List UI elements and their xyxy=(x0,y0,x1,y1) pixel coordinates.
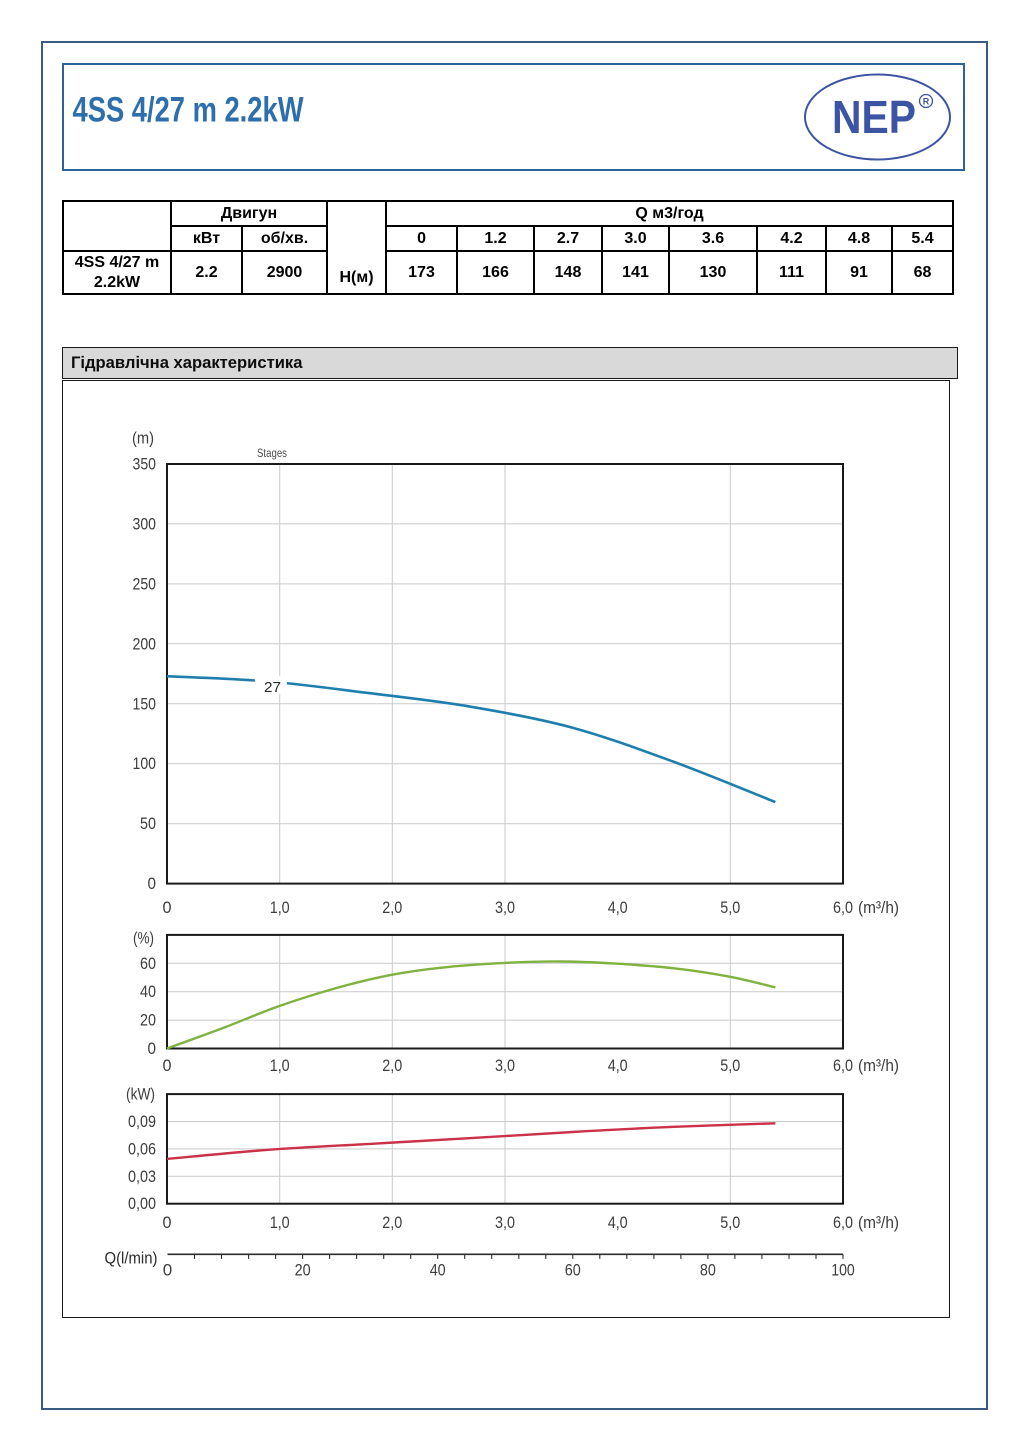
svg-text:R: R xyxy=(923,97,930,107)
svg-text:0: 0 xyxy=(148,874,157,893)
svg-text:100: 100 xyxy=(831,1261,855,1280)
svg-text:6,0: 6,0 xyxy=(833,898,853,917)
svg-text:2,0: 2,0 xyxy=(382,1213,402,1232)
svg-text:50: 50 xyxy=(140,814,156,833)
svg-text:1,0: 1,0 xyxy=(270,898,290,917)
svg-text:250: 250 xyxy=(133,574,157,593)
svg-text:60: 60 xyxy=(140,954,156,973)
svg-text:2,0: 2,0 xyxy=(382,898,402,917)
svg-text:27: 27 xyxy=(264,679,281,696)
svg-text:0,06: 0,06 xyxy=(128,1139,156,1158)
svg-text:0,03: 0,03 xyxy=(128,1167,156,1186)
svg-text:(kW): (kW) xyxy=(126,1085,155,1104)
svg-text:(m³/h): (m³/h) xyxy=(858,1213,899,1232)
svg-text:5,0: 5,0 xyxy=(720,1213,740,1232)
svg-text:60: 60 xyxy=(565,1261,581,1280)
svg-text:NEP: NEP xyxy=(832,91,916,143)
svg-text:0,09: 0,09 xyxy=(128,1112,156,1131)
svg-text:100: 100 xyxy=(133,754,157,773)
svg-text:20: 20 xyxy=(140,1011,156,1030)
svg-text:0: 0 xyxy=(148,1039,157,1058)
svg-text:0: 0 xyxy=(163,1261,172,1280)
svg-text:1,0: 1,0 xyxy=(270,1056,290,1075)
svg-text:5,0: 5,0 xyxy=(720,1056,740,1075)
svg-text:40: 40 xyxy=(430,1261,446,1280)
svg-text:6,0: 6,0 xyxy=(833,1056,853,1075)
svg-text:20: 20 xyxy=(295,1261,311,1280)
svg-text:1,0: 1,0 xyxy=(270,1213,290,1232)
svg-text:0: 0 xyxy=(163,1056,172,1075)
svg-text:5,0: 5,0 xyxy=(720,898,740,917)
svg-text:80: 80 xyxy=(700,1261,716,1280)
svg-text:6,0: 6,0 xyxy=(833,1213,853,1232)
svg-text:2,0: 2,0 xyxy=(382,1056,402,1075)
svg-text:300: 300 xyxy=(133,514,157,533)
svg-text:150: 150 xyxy=(133,694,157,713)
svg-text:(m): (m) xyxy=(132,429,154,448)
svg-text:4,0: 4,0 xyxy=(608,898,628,917)
svg-text:(m³/h): (m³/h) xyxy=(858,1056,899,1075)
svg-text:200: 200 xyxy=(133,634,157,653)
svg-text:Stages: Stages xyxy=(257,448,287,460)
svg-text:3,0: 3,0 xyxy=(495,1056,515,1075)
svg-text:Q(l/min): Q(l/min) xyxy=(105,1249,158,1268)
svg-text:4,0: 4,0 xyxy=(608,1056,628,1075)
svg-text:4SS 4/27 m 2.2kW: 4SS 4/27 m 2.2kW xyxy=(73,90,304,130)
svg-text:0: 0 xyxy=(163,898,172,917)
svg-text:3,0: 3,0 xyxy=(495,1213,515,1232)
svg-text:0: 0 xyxy=(163,1213,172,1232)
svg-text:3,0: 3,0 xyxy=(495,898,515,917)
svg-text:(m³/h): (m³/h) xyxy=(858,898,899,917)
svg-text:4,0: 4,0 xyxy=(608,1213,628,1232)
svg-text:350: 350 xyxy=(133,455,157,474)
svg-text:0,00: 0,00 xyxy=(128,1194,156,1213)
svg-text:(%): (%) xyxy=(133,929,154,948)
svg-text:40: 40 xyxy=(140,982,156,1001)
